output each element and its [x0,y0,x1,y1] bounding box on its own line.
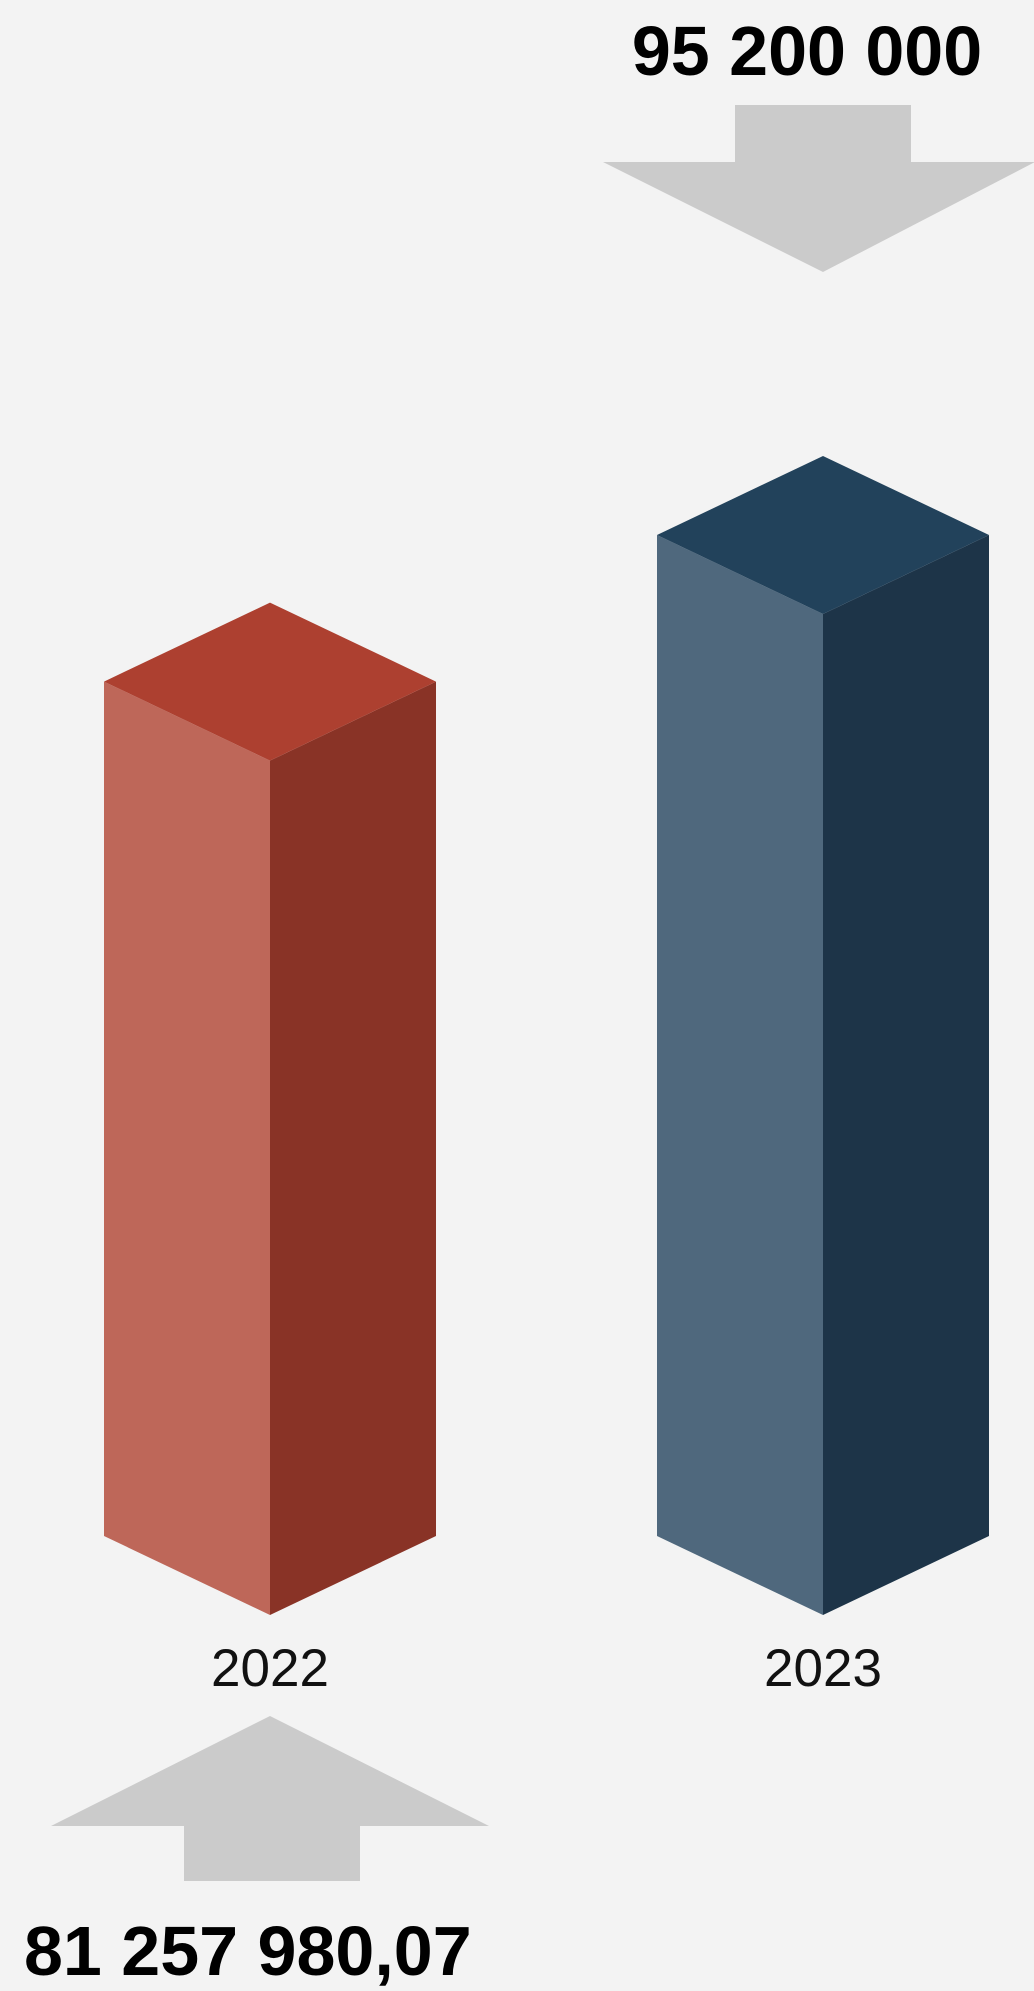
bar-front-face [104,681,270,1615]
bar-front-face [657,535,823,1615]
bar-side-face [823,535,989,1615]
bar-side-face [270,681,436,1615]
arrow-up-icon [51,1716,489,1881]
data-label: 81 257 980,07 [24,1912,472,1990]
bar-top-face [657,456,989,614]
x-tick-label: 2023 [764,1639,882,1698]
bar-2022 [104,602,436,1615]
bar-top-face [104,602,436,761]
x-tick-label: 2022 [211,1639,329,1698]
bar-2023 [657,456,989,1615]
data-label: 95 200 000 [632,12,982,90]
arrow-down-icon [603,105,1034,272]
